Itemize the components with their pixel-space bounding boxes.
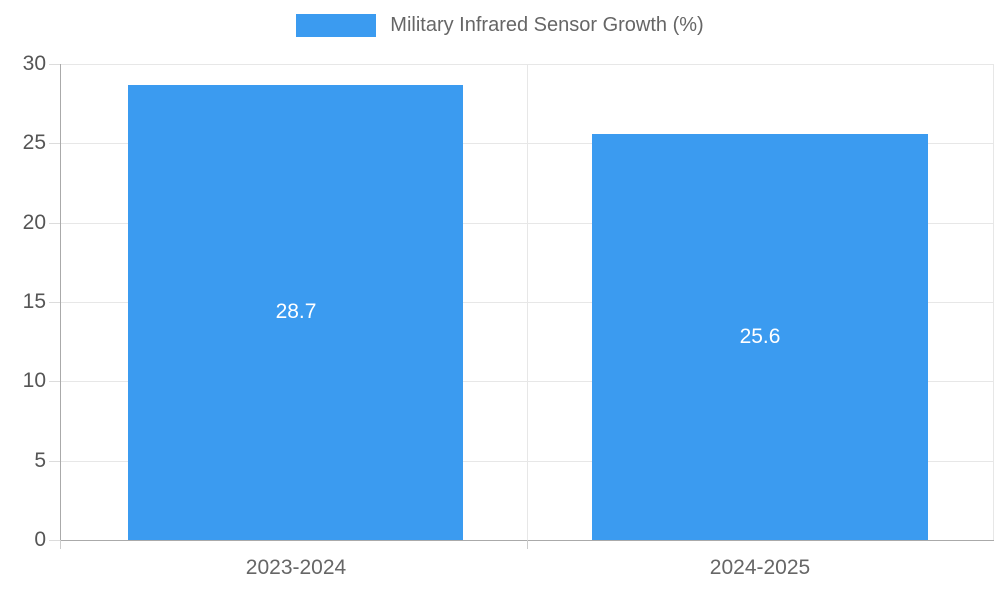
- y-tick-mark-0: [49, 540, 60, 541]
- bar-2024-2025[interactable]: [592, 134, 928, 540]
- gridline-x-right-edge: [993, 64, 994, 540]
- y-tick-mark-30: [49, 64, 60, 65]
- bar-2023-2024[interactable]: [128, 85, 463, 540]
- x-axis-label-2023-2024: 2023-2024: [245, 556, 347, 579]
- y-axis-label-25: 25: [22, 131, 46, 154]
- x-axis-line: [52, 540, 994, 541]
- x-axis-tick-category-boundary: [527, 540, 528, 549]
- y-axis-label-30: 30: [22, 52, 46, 75]
- y-tick-mark-25: [49, 143, 60, 144]
- legend-item-label: Military Infrared Sensor Growth (%): [390, 14, 704, 36]
- y-axis-line: [60, 64, 61, 549]
- legend-color-swatch-icon: [296, 14, 377, 37]
- y-tick-mark-5: [49, 461, 60, 462]
- plot-area: 28.7 25.6: [60, 64, 994, 541]
- y-axis-label-20: 20: [22, 211, 46, 234]
- y-axis-label-15: 15: [22, 290, 46, 313]
- gridline-x-category-boundary: [527, 64, 528, 540]
- y-tick-mark-10: [49, 381, 60, 382]
- y-axis-label-0: 0: [34, 528, 46, 551]
- chart-legend: Military Infrared Sensor Growth (%): [0, 14, 1000, 37]
- y-axis-label-5: 5: [34, 449, 46, 472]
- bar-value-label-2024-2025: 25.6: [739, 325, 781, 348]
- bar-value-label-2023-2024: 28.7: [275, 300, 317, 323]
- y-tick-mark-15: [49, 302, 60, 303]
- y-axis-label-10: 10: [22, 369, 46, 392]
- y-tick-mark-20: [49, 223, 60, 224]
- x-axis-tick-origin: [60, 540, 61, 549]
- x-axis-label-2024-2025: 2024-2025: [709, 556, 811, 579]
- legend-item-military-infrared-sensor-growth[interactable]: Military Infrared Sensor Growth (%): [296, 14, 704, 37]
